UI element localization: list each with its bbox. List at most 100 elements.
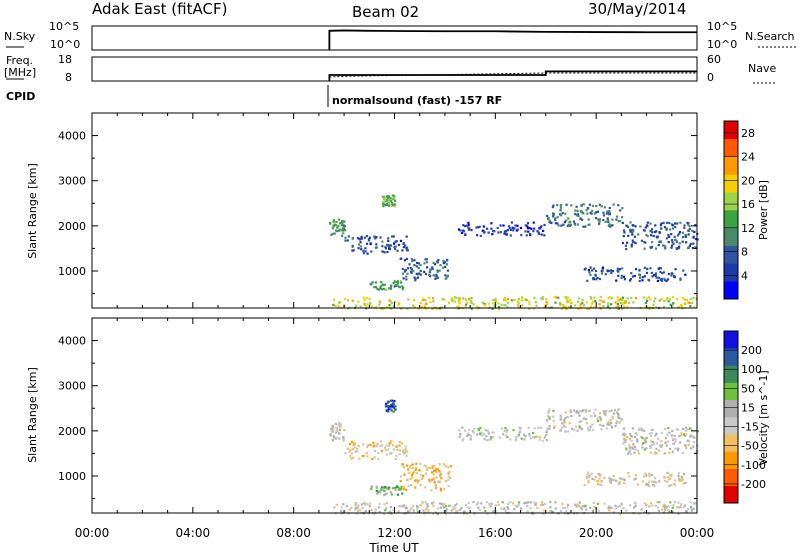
echo-cell bbox=[337, 301, 341, 304]
echo-cell bbox=[405, 257, 408, 260]
echo-cell bbox=[383, 486, 386, 489]
echo-cell bbox=[351, 299, 354, 302]
echo-cell bbox=[598, 412, 602, 415]
echo-cell bbox=[333, 232, 336, 235]
echo-cell bbox=[597, 473, 600, 476]
echo-cell bbox=[645, 297, 648, 300]
echo-cell bbox=[591, 477, 594, 481]
echo-cell bbox=[634, 432, 637, 435]
echo-cell bbox=[439, 489, 443, 492]
echo-cell bbox=[678, 232, 681, 235]
echo-cell bbox=[503, 232, 506, 235]
echo-cell bbox=[539, 227, 542, 230]
echo-cell bbox=[429, 275, 432, 278]
echo-cell bbox=[398, 285, 401, 289]
echo-cell bbox=[384, 405, 388, 408]
echo-region bbox=[332, 295, 698, 311]
echo-cell bbox=[670, 434, 673, 437]
echo-cell bbox=[635, 268, 638, 271]
echo-cell bbox=[365, 452, 369, 455]
echo-cell bbox=[578, 425, 581, 428]
echo-cell bbox=[534, 436, 537, 439]
echo-cell bbox=[378, 490, 381, 493]
echo-cell bbox=[687, 508, 690, 511]
echo-cell bbox=[405, 507, 408, 510]
echo-cell bbox=[670, 233, 673, 236]
echo-cell bbox=[687, 229, 690, 232]
cpid-label: CPID bbox=[6, 90, 35, 103]
echo-cell bbox=[418, 272, 421, 275]
echo-cell bbox=[669, 447, 672, 450]
echo-cell bbox=[364, 247, 367, 250]
nsky-series-line bbox=[328, 29, 697, 50]
echo-cell bbox=[663, 299, 666, 302]
echo-cell bbox=[500, 507, 503, 510]
echo-cell bbox=[416, 508, 419, 511]
echo-cell bbox=[434, 277, 437, 280]
echo-cell bbox=[554, 507, 557, 510]
echo-cell bbox=[668, 451, 671, 454]
echo-cell bbox=[560, 509, 563, 512]
echo-cell bbox=[642, 296, 645, 299]
echo-cell bbox=[343, 428, 346, 432]
echo-cell bbox=[507, 507, 510, 510]
echo-cell bbox=[546, 302, 549, 305]
echo-cell bbox=[365, 445, 369, 449]
echo-cell bbox=[617, 415, 620, 418]
colorbar-segment bbox=[724, 174, 738, 193]
echo-cell bbox=[672, 483, 675, 486]
echo-cell bbox=[409, 464, 413, 467]
echo-cell bbox=[673, 434, 676, 437]
echo-cell bbox=[369, 282, 372, 285]
echo-cell bbox=[650, 246, 653, 249]
echo-cell bbox=[612, 510, 616, 513]
echo-cell bbox=[675, 247, 678, 250]
echo-cell bbox=[638, 268, 641, 272]
echo-cell bbox=[643, 448, 646, 451]
echo-cell bbox=[651, 443, 654, 446]
echo-cell bbox=[331, 438, 334, 441]
echo-cell bbox=[580, 211, 583, 214]
echo-cell bbox=[587, 429, 590, 432]
echo-cell bbox=[386, 405, 390, 408]
echo-cell bbox=[360, 248, 363, 251]
echo-cell bbox=[393, 195, 396, 198]
echo-cell bbox=[514, 224, 517, 227]
echo-cell bbox=[497, 501, 500, 504]
echo-cell bbox=[665, 279, 668, 282]
echo-cell bbox=[628, 444, 631, 447]
echo-cell bbox=[470, 307, 473, 310]
echo-cell bbox=[332, 219, 335, 222]
echo-cell bbox=[546, 414, 550, 418]
echo-cell bbox=[688, 440, 691, 443]
echo-cell bbox=[649, 298, 652, 301]
echo-cell bbox=[332, 435, 335, 438]
echo-cell bbox=[651, 504, 654, 507]
echo-cell bbox=[638, 276, 642, 279]
echo-cell bbox=[385, 195, 388, 198]
echo-cell bbox=[357, 444, 360, 447]
echo-cell bbox=[651, 275, 654, 278]
echo-cell bbox=[410, 507, 413, 510]
echo-cell bbox=[524, 224, 527, 227]
echo-cell bbox=[428, 466, 432, 469]
echo-cell bbox=[410, 473, 413, 477]
echo-cell bbox=[433, 263, 437, 266]
echo-cell bbox=[667, 300, 670, 303]
echo-cell bbox=[608, 479, 611, 482]
echo-cell bbox=[371, 305, 374, 308]
echo-cell bbox=[381, 240, 384, 243]
echo-cell bbox=[650, 271, 653, 274]
echo-cell bbox=[379, 440, 382, 443]
echo-cell bbox=[365, 242, 369, 245]
echo-cell bbox=[431, 267, 434, 271]
echo-cell bbox=[602, 300, 605, 303]
echo-cell bbox=[617, 204, 620, 207]
colorbar-segment bbox=[724, 451, 738, 469]
echo-cell bbox=[641, 276, 644, 279]
echo-cell bbox=[668, 505, 671, 508]
echo-cell bbox=[383, 446, 387, 449]
echo-cell bbox=[643, 266, 646, 269]
echo-cell bbox=[676, 506, 679, 509]
echo-cell bbox=[392, 448, 395, 451]
